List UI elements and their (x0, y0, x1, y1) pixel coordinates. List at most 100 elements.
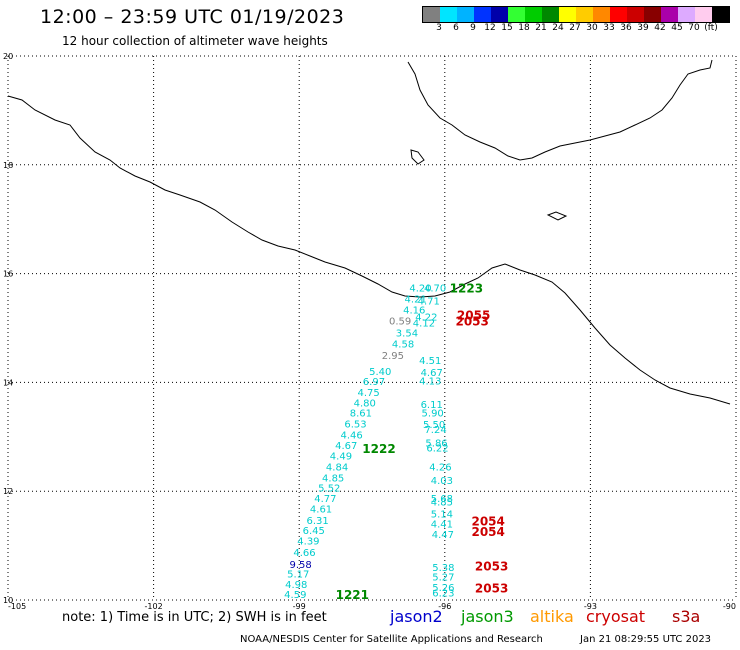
pass-time-label: 2055 (457, 308, 490, 322)
wave-height-value: 4.47 (432, 530, 454, 541)
pass-time-label: 1223 (450, 282, 483, 296)
wave-height-value: 5.52 (318, 484, 340, 495)
wave-height-value: 4.26 (429, 463, 451, 474)
wave-height-value: 4.39 (297, 537, 319, 548)
color-swatch (525, 7, 542, 22)
credit-text: NOAA/NESDIS Center for Satellite Applica… (240, 634, 543, 645)
wave-height-value: 4.49 (330, 452, 352, 463)
gulf-coastline (407, 59, 713, 161)
color-swatch (627, 7, 644, 22)
wave-height-value: 4.80 (354, 398, 376, 409)
wave-height-value: 5.14 (431, 509, 453, 520)
wave-height-value: 5.27 (432, 572, 454, 583)
wave-height-value: 4.41 (431, 520, 453, 531)
color-swatch (423, 7, 440, 22)
wave-height-value: 4.77 (314, 494, 336, 505)
color-scale-label: 15 (501, 23, 513, 33)
color-swatch (491, 7, 508, 22)
latitude-tick-label: 16 (3, 270, 13, 279)
wave-height-value: 4.61 (310, 504, 332, 515)
wave-height-value: 4.85 (431, 497, 453, 508)
map-subtitle: 12 hour collection of altimeter wave hei… (62, 34, 328, 48)
color-scale-label: 6 (453, 23, 459, 33)
longitude-tick-label: -90 (723, 602, 736, 611)
color-swatch (576, 7, 593, 22)
color-swatch (440, 7, 457, 22)
color-swatch (457, 7, 474, 22)
wave-height-value: 3.54 (396, 329, 418, 340)
latitude-tick-label: 14 (3, 378, 13, 387)
color-scale-label: 30 (586, 23, 598, 33)
color-swatch (610, 7, 627, 22)
wave-height-value: 6.22 (426, 443, 448, 454)
latitude-tick-label: 18 (3, 161, 13, 170)
wave-height-value: 6.45 (303, 526, 325, 537)
color-scale-label: 21 (535, 23, 547, 33)
color-swatch (712, 7, 729, 22)
satellite-legend-jason3: jason3 (461, 607, 514, 626)
wave-height-value: 6.11 (421, 400, 443, 411)
color-swatch (695, 7, 712, 22)
pass-time-label: 1222 (362, 442, 395, 456)
wave-height-value: 7.24 (424, 425, 446, 436)
pass-time-label: 2054 (471, 525, 504, 539)
wave-height-value: 4.20 (409, 284, 431, 295)
wave-height-value: 4.67 (335, 441, 357, 452)
color-scale-label: 39 (637, 23, 649, 33)
pass-time-label: 2053 (455, 314, 488, 328)
wave-height-value: 9.58 (290, 560, 312, 571)
color-scale-label: 12 (484, 23, 496, 33)
pass-time-label: 1221 (336, 588, 369, 602)
wave-height-value: 5.90 (422, 409, 444, 420)
wave-height-value: 5.26 (432, 583, 454, 594)
pass-time-label: 2053 (475, 581, 508, 595)
latitude-tick-label: 10 (3, 596, 13, 605)
color-swatch (644, 7, 661, 22)
wave-height-value: 4.51 (419, 356, 441, 367)
color-swatch (559, 7, 576, 22)
wave-height-value: 6.53 (344, 420, 366, 431)
color-scale-label: 3 (436, 23, 442, 33)
footer-note: note: 1) Time is in UTC; 2) SWH is in fe… (62, 610, 327, 625)
lagoon-shape (410, 149, 425, 165)
wave-height-value: 4.66 (293, 548, 315, 559)
wave-height-value: 4.13 (419, 377, 441, 388)
longitude-tick-label: -99 (293, 602, 306, 611)
wave-height-value: 4.22 (415, 312, 437, 323)
wave-height-value: 4.75 (357, 388, 379, 399)
color-scale-label: 45 (671, 23, 683, 33)
wave-height-value: 4.46 (340, 430, 362, 441)
longitude-tick-label: -93 (584, 602, 597, 611)
wave-height-value: 4.67 (421, 368, 443, 379)
color-swatch (661, 7, 678, 22)
wave-height-value: 4.84 (326, 463, 348, 474)
satellite-legend-jason2: jason2 (390, 607, 443, 626)
longitude-tick-label: -102 (145, 602, 163, 611)
satellite-legend-cryosat: cryosat (586, 607, 646, 626)
wave-height-value: 5.68 (431, 494, 453, 505)
wave-height-value: 6.97 (363, 377, 385, 388)
wave-height-value: 2.95 (382, 351, 404, 362)
island-shape (546, 211, 568, 221)
wave-height-value: 6.23 (432, 589, 454, 600)
wave-height-value: 4.16 (403, 305, 425, 316)
color-scale-label: 33 (603, 23, 615, 33)
wave-height-value: 4.85 (322, 473, 344, 484)
color-scale-labels: 3 6 9 12 15 18 21 24 27 30 33 36 39 42 45 70 (ft) (422, 23, 732, 35)
longitude-tick-label: -105 (8, 602, 26, 611)
wave-height-value: 5.40 (369, 367, 391, 378)
color-scale-label: 24 (552, 23, 564, 33)
generated-timestamp: Jan 21 08:29:55 UTC 2023 (580, 634, 712, 645)
color-swatch (474, 7, 491, 22)
color-swatch (508, 7, 525, 22)
satellite-legend-altika: altika (530, 607, 574, 626)
color-scale-label: 42 (654, 23, 666, 33)
wave-height-value: 4.03 (431, 476, 453, 487)
wave-height-value: 4.70 (424, 284, 446, 295)
color-swatch (542, 7, 559, 22)
longitude-tick-label: -96 (438, 602, 451, 611)
pass-time-label: 2054 (471, 514, 504, 528)
